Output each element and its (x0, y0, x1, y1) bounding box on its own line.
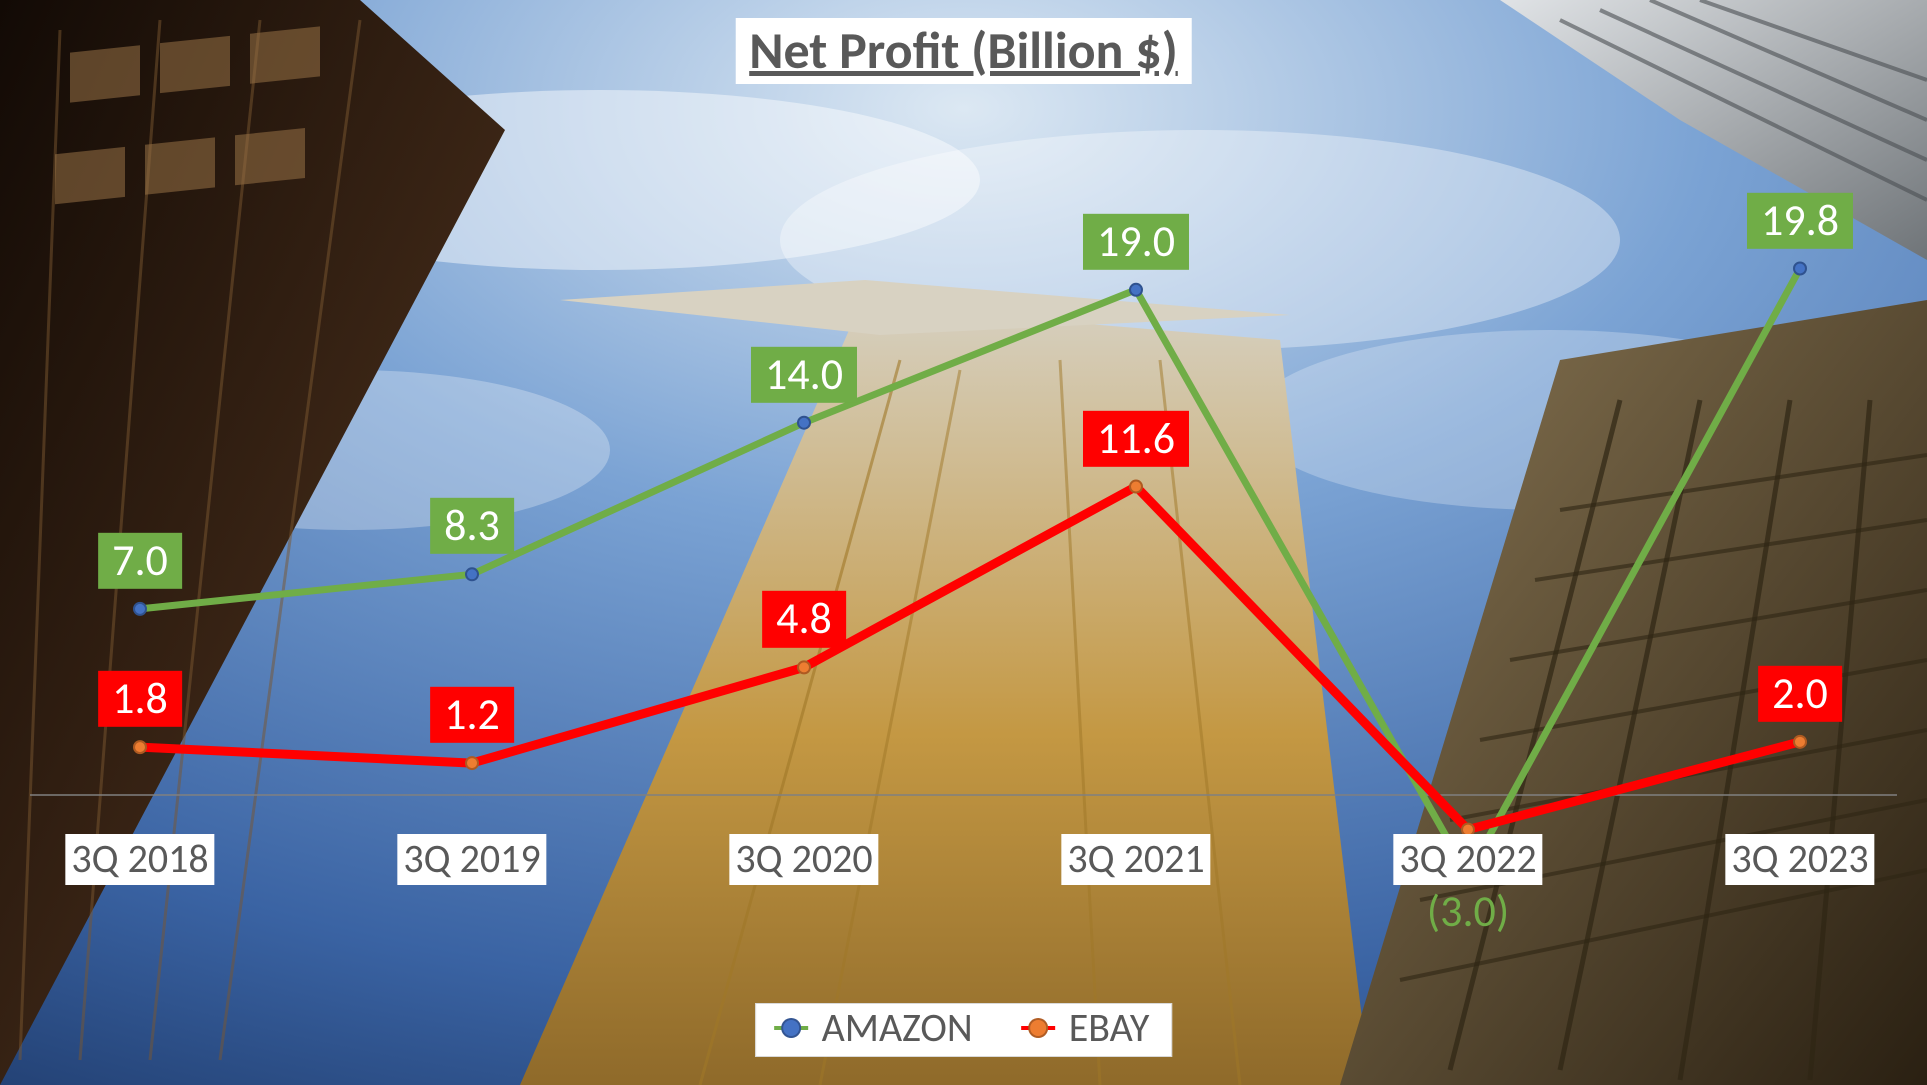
chart-root: 3Q 2018 3Q 2019 3Q 2020 3Q 2021 3Q 2022 3Q 20… (0, 0, 1927, 1085)
data-label: 1.2 (430, 687, 514, 743)
data-label: 2.0 (1758, 666, 1842, 722)
x-axis-label: 3Q 2022 (1393, 834, 1542, 885)
data-label: 4.8 (762, 591, 846, 647)
data-label: 19.8 (1747, 192, 1853, 248)
legend-item: AMAZON (774, 1008, 973, 1048)
x-axis-label: 3Q 2019 (397, 834, 546, 885)
data-label: 14.0 (751, 347, 857, 403)
data-label: 8.3 (430, 498, 514, 554)
x-axis-label: 3Q 2018 (65, 834, 214, 885)
legend-marker-icon (774, 1026, 808, 1030)
legend-label: EBAY (1069, 1008, 1150, 1048)
legend-marker-icon (1021, 1026, 1055, 1030)
data-label: 1.8 (98, 671, 182, 727)
x-axis-label: 3Q 2023 (1725, 834, 1874, 885)
x-axis-label: 3Q 2020 (729, 834, 878, 885)
data-label: 7.0 (98, 533, 182, 589)
data-label-hidden: (3.0) (1427, 884, 1509, 938)
data-label: 11.6 (1083, 410, 1189, 466)
x-axis-label: 3Q 2021 (1061, 834, 1210, 885)
legend: AMAZON EBAY (755, 1003, 1173, 1057)
data-label: 19.0 (1083, 214, 1189, 270)
chart-plot (0, 0, 1927, 1085)
chart-title: Net Profit (Billion $) (735, 18, 1192, 84)
legend-item: EBAY (1021, 1008, 1150, 1048)
legend-label: AMAZON (822, 1008, 973, 1048)
